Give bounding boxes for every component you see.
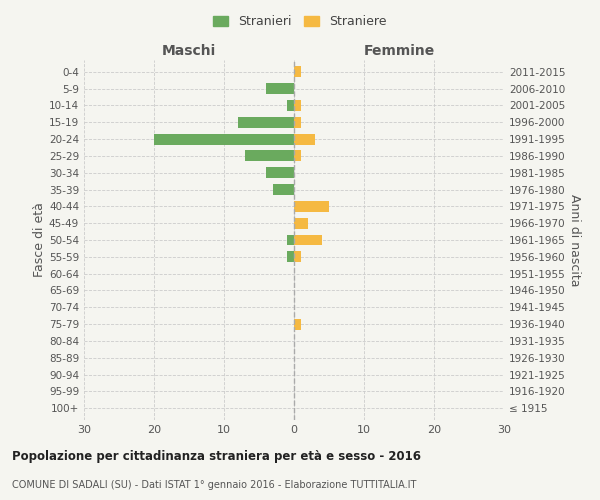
Text: Maschi: Maschi [162,44,216,59]
Bar [294,134,315,144]
Legend: Stranieri, Straniere: Stranieri, Straniere [209,11,391,32]
Y-axis label: Fasce di età: Fasce di età [33,202,46,278]
Bar [294,150,301,162]
Bar [287,252,294,262]
Bar [266,83,294,94]
Bar [287,234,294,246]
Bar [287,100,294,111]
Bar [294,66,301,77]
Text: Popolazione per cittadinanza straniera per età e sesso - 2016: Popolazione per cittadinanza straniera p… [12,450,421,463]
Bar [294,218,308,228]
Bar [294,318,301,330]
Bar [266,167,294,178]
Bar [294,117,301,128]
Bar [294,201,329,212]
Bar [245,150,294,162]
Bar [294,234,322,246]
Text: COMUNE DI SADALI (SU) - Dati ISTAT 1° gennaio 2016 - Elaborazione TUTTITALIA.IT: COMUNE DI SADALI (SU) - Dati ISTAT 1° ge… [12,480,416,490]
Bar [238,117,294,128]
Bar [294,252,301,262]
Y-axis label: Anni di nascita: Anni di nascita [568,194,581,286]
Bar [273,184,294,195]
Bar [294,100,301,111]
Text: Femmine: Femmine [364,44,434,59]
Bar [154,134,294,144]
